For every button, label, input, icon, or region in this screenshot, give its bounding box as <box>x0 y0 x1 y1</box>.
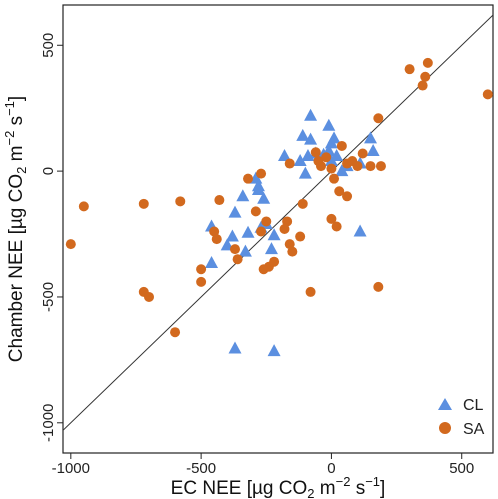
point-sa-9 <box>209 226 220 237</box>
point-sa-14 <box>243 173 254 184</box>
point-cl-18 <box>278 149 292 162</box>
y-axis-title: Chamber NEE [µg CO2 m−2 s−1] <box>2 96 29 362</box>
point-sa-35 <box>329 173 340 184</box>
point-sa-28 <box>305 286 316 297</box>
point-cl-35 <box>205 255 219 268</box>
point-cl-0 <box>304 108 318 121</box>
point-cl-22 <box>251 182 265 195</box>
point-sa-45 <box>373 113 384 124</box>
point-sa-30 <box>310 147 321 158</box>
point-sa-17 <box>261 216 272 227</box>
point-sa-49 <box>404 64 415 75</box>
point-sa-24 <box>284 239 295 250</box>
x-tick-label-1: -500 <box>186 460 216 477</box>
point-cl-34 <box>264 242 278 255</box>
point-sa-0 <box>65 239 76 250</box>
x-axis-title: EC NEE [µg CO2 m−2 s−1] <box>171 474 386 499</box>
legend-label-sa: SA <box>463 421 485 438</box>
point-sa-22 <box>282 216 293 227</box>
point-sa-4 <box>214 195 225 206</box>
x-tick-label-3: 500 <box>449 460 474 477</box>
point-cl-25 <box>228 205 242 218</box>
point-sa-25 <box>287 246 298 257</box>
point-sa-48 <box>373 281 384 292</box>
point-cl-36 <box>353 224 367 237</box>
point-sa-53 <box>482 89 493 100</box>
point-cl-29 <box>225 229 239 242</box>
point-sa-52 <box>422 57 433 68</box>
point-cl-3 <box>304 132 318 145</box>
point-sa-1 <box>78 201 89 212</box>
point-sa-20 <box>258 264 269 275</box>
point-cl-33 <box>238 244 252 257</box>
point-sa-38 <box>336 140 347 151</box>
y-tick-label-2: 0 <box>40 167 57 175</box>
y-tick-label-1: -500 <box>40 282 57 312</box>
point-sa-13 <box>232 254 243 265</box>
point-sa-2 <box>138 198 149 209</box>
one-to-one-line <box>63 14 493 432</box>
point-cl-24 <box>257 191 271 204</box>
point-sa-27 <box>297 198 308 209</box>
point-sa-43 <box>365 161 376 172</box>
point-sa-42 <box>357 148 368 159</box>
legend-marker-cl <box>438 398 452 410</box>
legend-marker-sa <box>439 422 451 434</box>
point-sa-18 <box>256 226 267 237</box>
point-sa-51 <box>420 71 431 82</box>
point-sa-44 <box>375 161 386 172</box>
point-sa-16 <box>250 206 261 217</box>
point-sa-34 <box>326 163 337 174</box>
x-tick-label-2: 0 <box>327 460 335 477</box>
point-sa-3 <box>175 196 186 207</box>
point-sa-8 <box>196 276 207 287</box>
point-sa-41 <box>352 161 363 172</box>
legend-label-cl: CL <box>463 397 484 414</box>
y-tick-label-3: 500 <box>40 33 57 58</box>
y-tick-label-0: -1000 <box>40 404 57 442</box>
point-sa-37 <box>342 191 353 202</box>
point-sa-26 <box>295 231 306 242</box>
point-cl-19 <box>298 166 312 179</box>
point-sa-47 <box>331 221 342 232</box>
point-cl-31 <box>267 228 281 241</box>
point-cl-30 <box>241 225 255 238</box>
point-sa-11 <box>170 327 181 338</box>
point-sa-29 <box>284 158 295 169</box>
point-sa-33 <box>321 152 332 163</box>
point-sa-36 <box>334 186 345 197</box>
point-sa-15 <box>256 168 267 179</box>
point-cl-17 <box>366 143 380 156</box>
point-cl-38 <box>267 344 281 357</box>
point-sa-6 <box>144 291 154 302</box>
point-cl-1 <box>322 118 336 131</box>
plot-area <box>62 4 494 454</box>
legend: CL SA <box>438 397 485 438</box>
point-cl-12 <box>324 154 338 167</box>
point-cl-2 <box>296 128 310 141</box>
point-sa-7 <box>196 264 207 275</box>
point-sa-46 <box>326 213 337 224</box>
point-cl-23 <box>236 189 250 202</box>
x-tick-label-0: -1000 <box>52 460 90 477</box>
point-cl-37 <box>228 341 242 354</box>
point-cl-16 <box>364 131 378 144</box>
point-cl-6 <box>293 154 307 167</box>
point-sa-12 <box>230 244 240 255</box>
point-sa-50 <box>417 80 428 91</box>
point-sa-23 <box>279 224 290 234</box>
point-sa-32 <box>316 161 326 172</box>
point-sa-10 <box>211 234 222 245</box>
point-sa-21 <box>269 256 280 267</box>
